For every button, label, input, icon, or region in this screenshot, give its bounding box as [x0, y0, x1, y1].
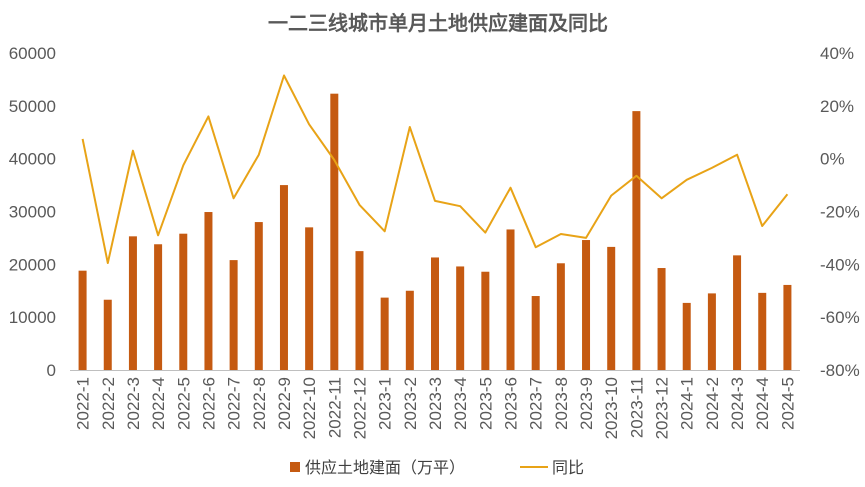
left-tick-label: 60000	[9, 44, 56, 63]
yoy-line	[81, 74, 789, 264]
legend-line-label: 同比	[552, 458, 584, 477]
x-tick-label: 2023-12	[653, 377, 672, 439]
bar	[128, 236, 137, 370]
bar	[431, 257, 439, 370]
bar	[229, 260, 238, 370]
legend-bar-label: 供应土地建面（万平）	[305, 458, 465, 477]
bar	[305, 227, 314, 370]
bar	[657, 268, 666, 370]
bar	[78, 270, 87, 370]
left-tick-label: 30000	[9, 203, 56, 222]
bar	[758, 292, 767, 370]
bar	[481, 271, 490, 370]
right-tick-label: -20%	[820, 203, 860, 222]
line-series	[81, 74, 789, 264]
x-tick-label: 2022-12	[350, 377, 369, 439]
x-tick-label: 2023-5	[476, 377, 495, 430]
x-tick-label: 2022-1	[74, 377, 93, 430]
bar	[632, 111, 641, 370]
bar	[582, 240, 591, 370]
bar	[103, 299, 112, 370]
x-tick-label: 2022-5	[174, 377, 193, 430]
x-tick-label: 2022-4	[149, 377, 168, 430]
bar	[279, 185, 288, 370]
right-tick-label: -40%	[820, 255, 860, 274]
bar	[204, 212, 213, 370]
bar	[733, 255, 742, 370]
x-tick-label: 2024-2	[703, 377, 722, 430]
x-tick-label: 2023-2	[401, 377, 420, 430]
left-tick-label: 20000	[9, 255, 56, 274]
bar	[405, 290, 414, 370]
right-tick-label: -60%	[820, 308, 860, 327]
right-tick-label: -80%	[820, 361, 860, 380]
x-tick-label: 2022-2	[99, 377, 118, 430]
right-tick-label: 0%	[820, 150, 845, 169]
bar	[682, 302, 691, 370]
left-tick-label: 40000	[9, 150, 56, 169]
x-tick-label: 2024-4	[753, 377, 772, 430]
x-axis-ticks: 2022-1 2022-2 2022-3 2022-4 2022-5 2022-6 2022…	[74, 377, 798, 439]
bar	[254, 222, 263, 370]
legend: 供应土地建面（万平） 同比	[290, 458, 584, 477]
right-axis-ticks: -80% -60% -40% -20% 0% 20% 40%	[820, 44, 860, 380]
x-tick-label: 2023-3	[426, 377, 445, 430]
left-axis-ticks: 0 10000 20000 30000 40000 50000 60000	[9, 44, 56, 380]
bar	[707, 293, 716, 370]
bar	[531, 296, 540, 370]
bar	[607, 246, 616, 370]
x-tick-label: 2024-5	[778, 377, 797, 430]
bar	[456, 266, 465, 370]
right-tick-label: 40%	[820, 44, 854, 63]
x-tick-label: 2023-7	[527, 377, 546, 430]
bar	[154, 244, 163, 370]
x-tick-label: 2022-11	[325, 377, 344, 438]
x-tick-label: 2023-10	[602, 377, 621, 439]
bar	[380, 297, 389, 370]
x-tick-label: 2024-1	[678, 377, 697, 430]
x-tick-label: 2022-3	[124, 377, 143, 430]
bar	[783, 284, 792, 370]
x-tick-label: 2023-4	[451, 377, 470, 430]
x-tick-label: 2022-7	[225, 377, 244, 430]
chart-title: 一二三线城市单月土地供应建面及同比	[268, 11, 608, 35]
left-tick-label: 50000	[9, 97, 56, 116]
x-tick-label: 2022-6	[199, 377, 218, 430]
right-tick-label: 20%	[820, 97, 854, 116]
left-tick-label: 10000	[9, 308, 56, 327]
x-tick-label: 2022-8	[250, 377, 269, 430]
bar	[330, 93, 339, 370]
x-tick-label: 2023-1	[376, 377, 395, 430]
x-tick-label: 2023-6	[502, 377, 521, 430]
x-tick-label: 2022-10	[300, 377, 319, 439]
legend-bar-swatch	[290, 462, 300, 472]
bar	[506, 229, 515, 370]
x-tick-label: 2022-9	[275, 377, 294, 430]
x-tick-label: 2023-11	[627, 377, 646, 438]
x-tick-label: 2023-8	[552, 377, 571, 430]
bar	[556, 263, 565, 370]
left-tick-label: 0	[47, 361, 56, 380]
x-tick-label: 2023-9	[577, 377, 596, 430]
bar-series	[78, 93, 792, 370]
bar	[179, 233, 188, 370]
x-tick-label: 2024-3	[728, 377, 747, 430]
bar	[355, 251, 364, 370]
